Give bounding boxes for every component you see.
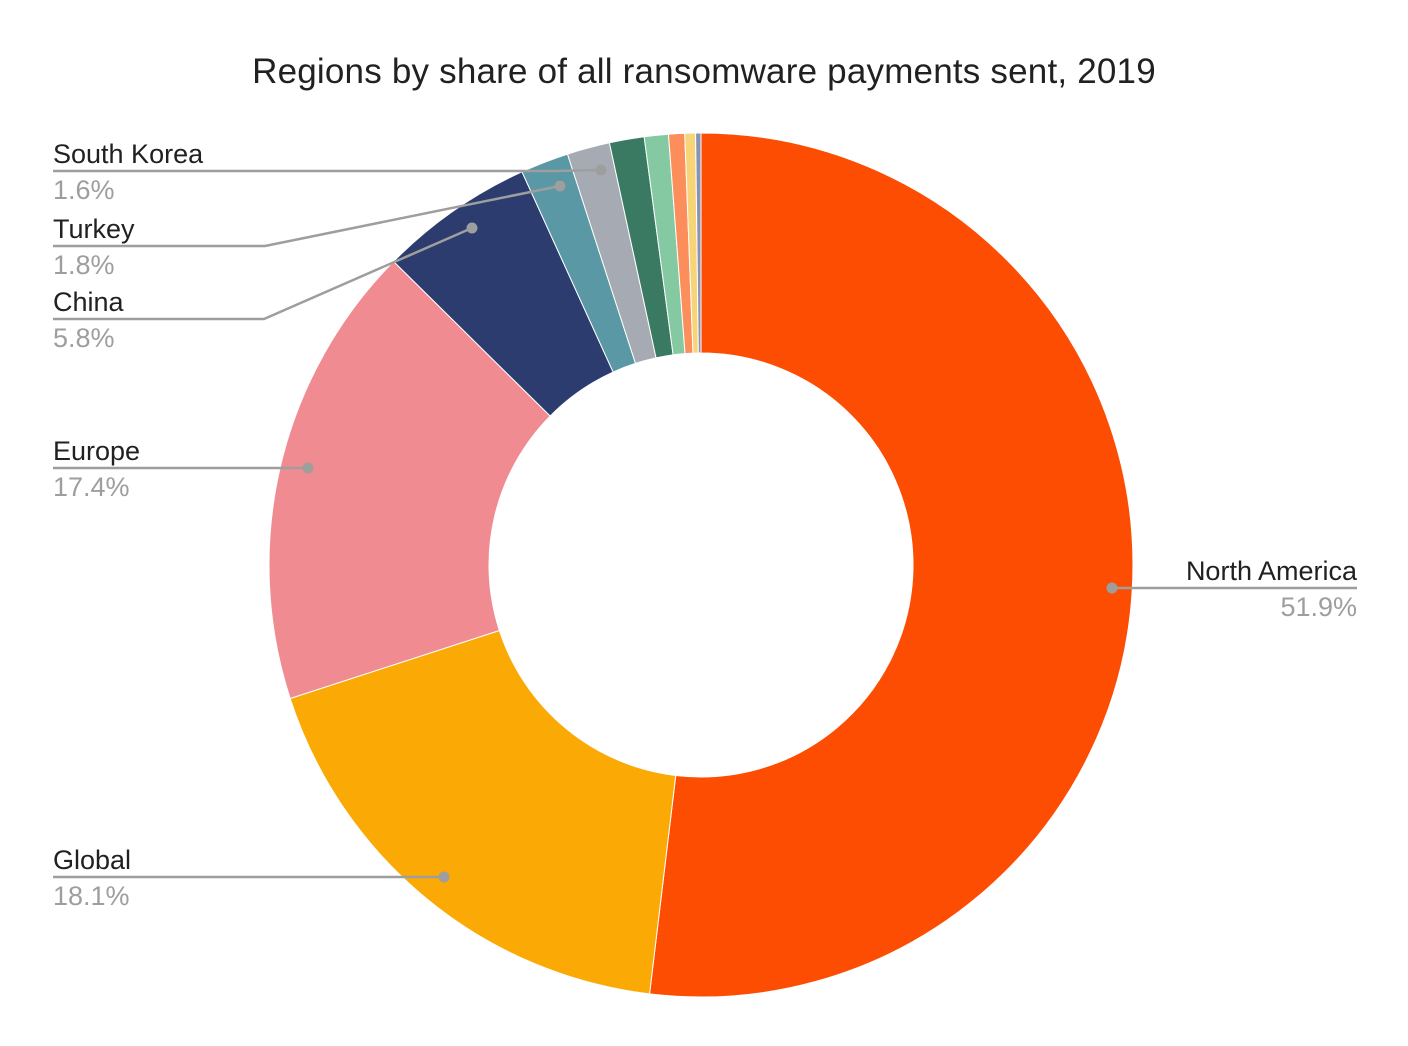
callout-leader-south-korea [53,164,607,176]
callout-europe: Europe 17.4% [53,436,140,502]
leader-lines [53,164,1357,883]
callout-global-label: Global [53,845,132,875]
callout-leader-turkey [53,180,566,248]
callout-leader-north-america [1106,582,1357,594]
leader-dot-turkey [554,180,566,192]
callout-south-korea: South Korea 1.6% [53,139,203,205]
callout-global: Global 18.1% [53,845,131,911]
pie-slice-europe[interactable] [268,260,551,700]
callout-north-america-value: 51.9% [1280,592,1357,622]
leader-dot-north-america [1106,582,1118,594]
callout-turkey: Turkey 1.8% [53,214,135,280]
chart-title: Regions by share of all ransomware payme… [252,52,1156,91]
leader-dot-china [466,222,478,234]
leader-dot-south-korea [595,164,607,176]
leader-dot-global [438,871,450,883]
callout-north-america: North America 51.9% [1186,556,1357,622]
leader-dot-europe [302,462,314,474]
leader-line-china [53,226,473,321]
callout-europe-label: Europe [53,436,141,466]
leader-line-turkey [53,184,561,248]
callout-north-america-label: North America [1185,556,1357,586]
callout-europe-value: 17.4% [53,472,130,502]
callout-turkey-label: Turkey [53,214,135,244]
callout-south-korea-value: 1.6% [53,175,115,205]
leader-line-south-korea [53,168,602,173]
callout-china-value: 5.8% [53,323,115,353]
callout-china: China 5.8% [53,287,124,353]
callout-leader-global [53,871,450,883]
pie-slice-unlabeled-10[interactable] [695,132,702,354]
donut-slices [268,132,1134,998]
callout-turkey-value: 1.8% [53,250,115,280]
pie-slice-global[interactable] [289,629,677,995]
callout-south-korea-label: South Korea [53,139,204,169]
callout-leader-china [53,222,478,321]
callout-china-label: China [53,287,124,317]
callout-leader-europe [53,462,314,474]
pie-slice-north-america[interactable] [648,132,1134,998]
callout-global-value: 18.1% [53,881,130,911]
